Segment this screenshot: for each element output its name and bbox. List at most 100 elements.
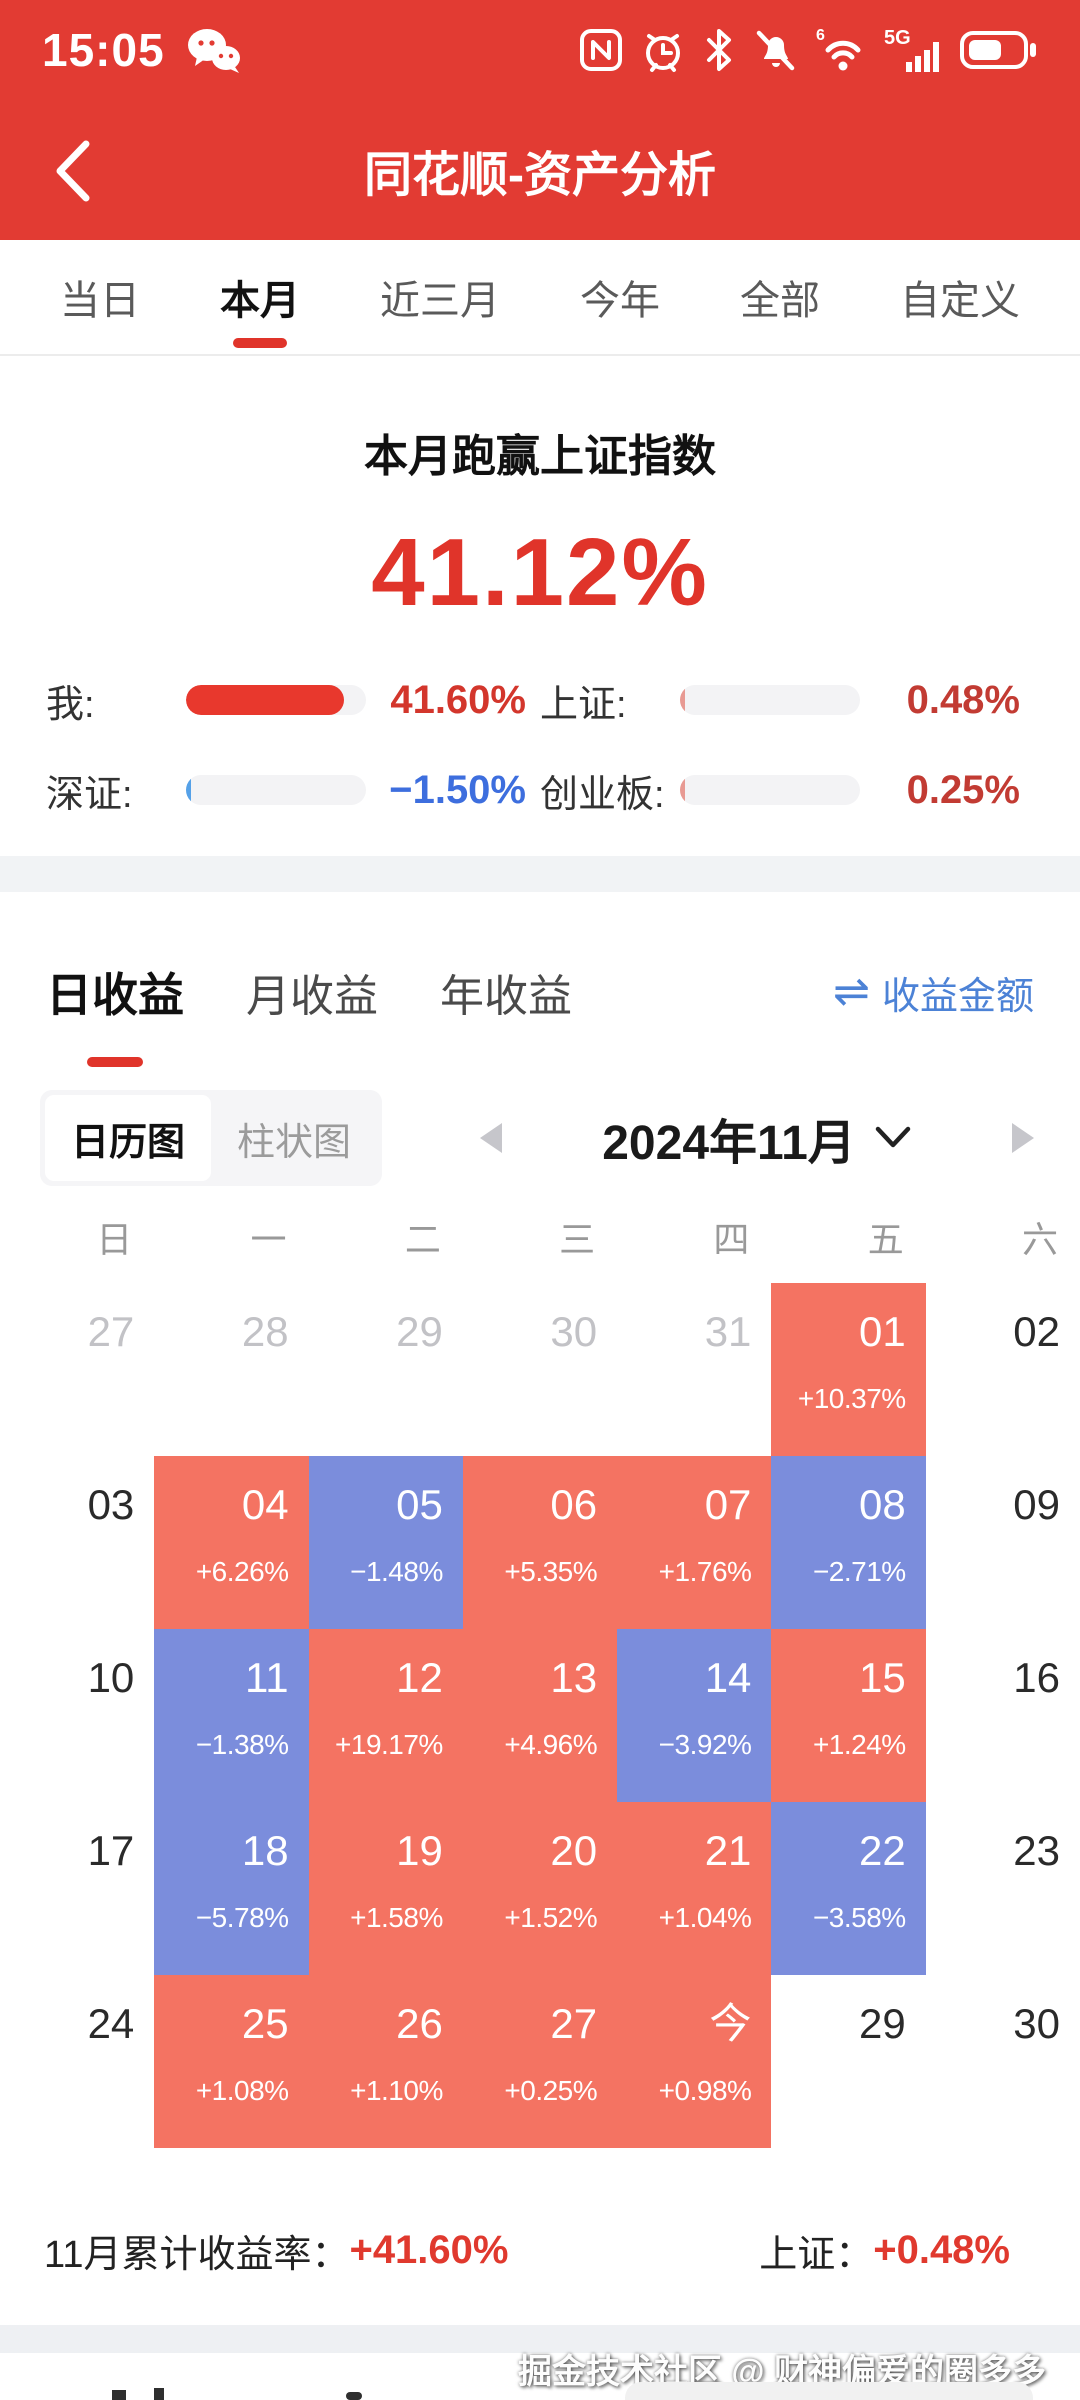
day-change: +5.35% bbox=[504, 1556, 598, 1588]
month-selector[interactable]: 2024年11月 bbox=[602, 1103, 912, 1173]
day-number: 09 bbox=[1013, 1481, 1060, 1528]
day-number: 14 bbox=[704, 1654, 752, 1701]
cumulative-return-label: 11月累计收益率： bbox=[44, 2233, 350, 2276]
range-tab-5[interactable]: 全部 bbox=[740, 279, 820, 323]
calendar-day-25[interactable]: 25 +1.08% bbox=[154, 1975, 309, 2148]
compare-bar bbox=[680, 775, 860, 805]
calendar-day-16[interactable]: 16 bbox=[926, 1629, 1080, 1802]
compare-bar-fill bbox=[680, 685, 686, 715]
income-tab-1[interactable]: 日收益 bbox=[46, 959, 184, 1025]
calendar-day-10[interactable]: 10 bbox=[0, 1629, 154, 1802]
svg-text:5G: 5G bbox=[884, 27, 911, 49]
calendar-day-23[interactable]: 23 bbox=[926, 1802, 1080, 1975]
calendar-day-20[interactable]: 20 +1.52% bbox=[462, 1802, 618, 1975]
calendar-day-12[interactable]: 12 +19.17% bbox=[308, 1629, 463, 1802]
day-change: +1.52% bbox=[504, 1902, 598, 1934]
day-number: 30 bbox=[1013, 2000, 1060, 2047]
weekday-label: 二 bbox=[404, 1219, 441, 1260]
calendar-day-21[interactable]: 21 +1.04% bbox=[617, 1802, 772, 1975]
day-number: 18 bbox=[241, 1827, 289, 1874]
day-number: 05 bbox=[396, 1481, 443, 1528]
weekday-label: 四 bbox=[713, 1219, 750, 1260]
outperform-summary: 本月跑赢上证指数 41.12% bbox=[0, 358, 1080, 628]
calendar-day-07[interactable]: 07 +1.76% bbox=[617, 1456, 772, 1629]
compare-bar-fill bbox=[680, 775, 686, 805]
chevron-down-icon bbox=[875, 1126, 911, 1148]
calendar-day-02[interactable]: 02 bbox=[926, 1283, 1080, 1456]
index-compare-row: 深证: −1.50% bbox=[46, 752, 540, 828]
income-section-header: 日收益 月收益 年收益 ⇌ 收益金额 bbox=[0, 932, 1080, 1052]
calendar-day-13[interactable]: 13 +4.96% bbox=[462, 1629, 618, 1802]
income-tab-2[interactable]: 月收益 bbox=[246, 972, 378, 1021]
calendar-day-29[interactable]: 29 bbox=[771, 1975, 925, 2148]
calendar-day-03[interactable]: 03 bbox=[0, 1456, 154, 1629]
calendar-day-今[interactable]: 今 +0.98% bbox=[617, 1975, 772, 2148]
range-tab-2[interactable]: 本月 bbox=[216, 244, 304, 350]
calendar-day-17[interactable]: 17 bbox=[0, 1802, 154, 1975]
calendar-day-24[interactable]: 24 bbox=[0, 1975, 154, 2148]
day-change: −1.48% bbox=[350, 1556, 443, 1588]
day-number: 29 bbox=[858, 2000, 906, 2047]
calendar-day-26[interactable]: 26 +1.10% bbox=[308, 1975, 463, 2148]
calendar-day-14[interactable]: 14 −3.92% bbox=[617, 1629, 772, 1802]
weekday-label: 三 bbox=[559, 1219, 596, 1260]
calendar-day-22[interactable]: 22 −3.58% bbox=[771, 1802, 926, 1975]
calendar-day-28[interactable]: 28 bbox=[154, 1283, 308, 1456]
cutoff-text-fragment bbox=[346, 2392, 362, 2400]
income-tab-3[interactable]: 年收益 bbox=[440, 972, 572, 1021]
calendar-day-15[interactable]: 15 +1.24% bbox=[771, 1629, 926, 1802]
day-change: +0.25% bbox=[504, 2075, 598, 2107]
calendar-day-04[interactable]: 04 +6.26% bbox=[154, 1456, 309, 1629]
index-return-label: 上证： bbox=[759, 2233, 874, 2276]
calendar-day-06[interactable]: 06 +5.35% bbox=[462, 1456, 618, 1629]
day-change: −5.78% bbox=[195, 1902, 289, 1934]
calendar-day-01[interactable]: 01 +10.37% bbox=[771, 1283, 926, 1456]
cutoff-card bbox=[625, 2382, 1033, 2400]
range-tab-4[interactable]: 今年 bbox=[580, 279, 660, 323]
day-number: 16 bbox=[1013, 1654, 1060, 1701]
day-change: +10.37% bbox=[797, 1383, 906, 1415]
calendar-day-30[interactable]: 30 bbox=[463, 1283, 617, 1456]
calendar-day-29[interactable]: 29 bbox=[309, 1283, 463, 1456]
calendar-day-11[interactable]: 11 −1.38% bbox=[154, 1629, 309, 1802]
day-number: 02 bbox=[1013, 1308, 1060, 1355]
calendar-day-19[interactable]: 19 +1.58% bbox=[308, 1802, 463, 1975]
svg-text:6: 6 bbox=[816, 27, 825, 44]
compare-label: 深证: bbox=[46, 773, 133, 816]
day-number: 20 bbox=[550, 1827, 598, 1874]
next-month-button[interactable] bbox=[1012, 1123, 1034, 1153]
back-button[interactable] bbox=[52, 138, 96, 204]
index-compare-row: 上证: 0.48% bbox=[540, 662, 1034, 738]
range-tab-6[interactable]: 自定义 bbox=[900, 279, 1020, 323]
day-change: −3.58% bbox=[812, 1902, 906, 1934]
prev-month-button[interactable] bbox=[480, 1123, 502, 1153]
month-label: 2024年11月 bbox=[602, 1117, 856, 1170]
day-number: 26 bbox=[396, 2000, 443, 2047]
day-change: +6.26% bbox=[195, 1556, 289, 1588]
app-header: 同花顺-资产分析 bbox=[0, 100, 1080, 240]
range-tab-3[interactable]: 近三月 bbox=[380, 279, 500, 323]
calendar-day-30[interactable]: 30 bbox=[926, 1975, 1080, 2148]
day-number: 06 bbox=[550, 1481, 598, 1528]
view-tab-1[interactable]: 日历图 bbox=[45, 1095, 212, 1181]
bluetooth-icon bbox=[707, 29, 731, 71]
day-change: +4.96% bbox=[504, 1729, 598, 1761]
calendar-day-05[interactable]: 05 −1.48% bbox=[308, 1456, 463, 1629]
calendar-day-09[interactable]: 09 bbox=[926, 1456, 1080, 1629]
calendar-day-27[interactable]: 27 bbox=[0, 1283, 154, 1456]
calendar-day-31[interactable]: 31 bbox=[617, 1283, 771, 1456]
range-tab-1[interactable]: 当日 bbox=[60, 279, 140, 323]
day-number: 24 bbox=[87, 2000, 135, 2047]
calendar-day-08[interactable]: 08 −2.71% bbox=[771, 1456, 926, 1629]
compare-label: 我: bbox=[46, 683, 95, 726]
weekday-label: 五 bbox=[867, 1219, 904, 1260]
section-divider bbox=[0, 856, 1080, 892]
day-change: +1.04% bbox=[658, 1902, 752, 1934]
day-number: 15 bbox=[858, 1654, 906, 1701]
toggle-amount-view-link[interactable]: ⇌ 收益金额 bbox=[833, 965, 1034, 1020]
month-summary: 11月累计收益率： +41.60% 上证： +0.48% bbox=[0, 2208, 1080, 2292]
compare-bar bbox=[186, 685, 366, 715]
calendar-day-27[interactable]: 27 +0.25% bbox=[462, 1975, 618, 2148]
calendar-day-18[interactable]: 18 −5.78% bbox=[154, 1802, 309, 1975]
view-tab-2[interactable]: 柱状图 bbox=[237, 1121, 352, 1164]
